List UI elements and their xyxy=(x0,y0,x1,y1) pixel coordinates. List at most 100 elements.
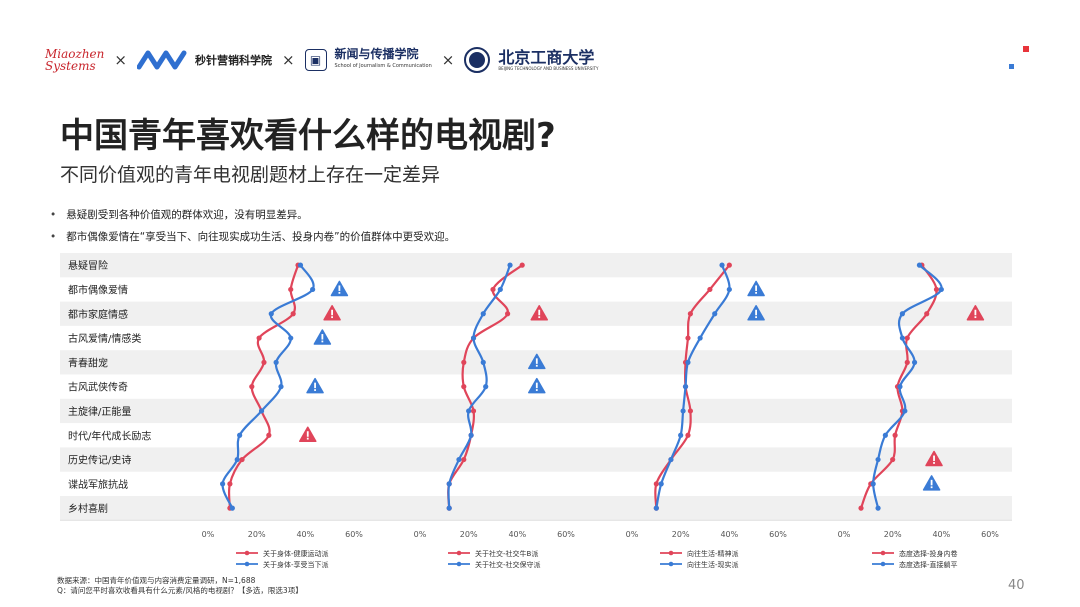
warning-icon-dot xyxy=(974,316,977,319)
row-band xyxy=(60,253,1012,278)
warning-icon-bar xyxy=(535,358,538,364)
data-point xyxy=(933,286,940,293)
category-label: 谍战军旅抗战 xyxy=(68,478,128,491)
x-tick-label: 20% xyxy=(460,530,478,539)
legend-marker xyxy=(244,550,250,556)
category-label: 都市偶像爱情 xyxy=(68,283,128,296)
miaozhen-logo-line2: Systems xyxy=(45,59,96,73)
data-point xyxy=(519,262,525,268)
data-point xyxy=(707,286,713,293)
legend-label: 关于社交-社交牛B派 xyxy=(475,549,538,558)
university-logo: 北京工商大学 BEIJING TECHNOLOGY AND BUSINESS U… xyxy=(498,47,599,71)
data-point xyxy=(911,359,918,365)
data-point xyxy=(875,505,881,511)
data-point xyxy=(468,432,474,438)
data-point xyxy=(687,408,694,414)
data-point xyxy=(858,505,864,511)
category-label: 都市家庭情感 xyxy=(68,308,128,321)
category-label: 古风武侠传奇 xyxy=(68,381,128,394)
data-point xyxy=(680,408,686,414)
warning-icon-bar xyxy=(755,285,757,291)
data-point xyxy=(268,311,274,317)
data-point xyxy=(239,456,245,463)
data-point xyxy=(220,481,226,487)
warning-icon-bar xyxy=(331,309,333,316)
warning-icon-dot xyxy=(321,340,324,343)
row-band xyxy=(60,496,1012,521)
x-tick-label: 40% xyxy=(932,530,950,539)
category-label: 乡村喜剧 xyxy=(68,502,108,515)
separator-x: × xyxy=(114,51,127,69)
data-point xyxy=(461,384,467,390)
data-point xyxy=(726,262,732,268)
legend-label: 关于身体-健康运动派 xyxy=(263,549,329,558)
warning-icon-dot xyxy=(338,291,341,294)
data-point xyxy=(882,432,888,438)
data-point xyxy=(875,456,881,463)
data-point xyxy=(904,335,910,341)
legend-label: 关于身体-享受当下派 xyxy=(263,560,329,569)
data-point xyxy=(904,359,910,365)
category-label: 主旋律/正能量 xyxy=(68,405,131,418)
category-label: 青春甜宠 xyxy=(68,356,108,369)
data-point xyxy=(288,286,294,293)
warning-icon-bar xyxy=(321,334,324,340)
x-tick-label: 40% xyxy=(296,530,314,539)
data-point xyxy=(507,262,513,268)
miaozhen-logo-line1: Miaozhen xyxy=(45,47,105,61)
data-point xyxy=(310,286,316,293)
data-point xyxy=(288,335,294,341)
x-tick-label: 20% xyxy=(672,530,690,539)
legend-label: 向往生活-现实派 xyxy=(687,560,739,569)
legend-marker xyxy=(456,561,462,567)
data-point xyxy=(461,456,467,463)
data-point xyxy=(470,335,477,341)
warning-icon-dot xyxy=(930,486,933,489)
x-tick-label: 20% xyxy=(884,530,902,539)
warning-icon-dot xyxy=(535,364,538,367)
data-point xyxy=(902,408,908,414)
data-point xyxy=(685,335,691,341)
university-subtitle: BEIJING TECHNOLOGY AND BUSINESS UNIVERSI… xyxy=(498,65,599,71)
warning-icon-bar xyxy=(535,382,538,389)
legend-marker xyxy=(668,550,674,556)
data-point xyxy=(653,481,659,487)
data-point xyxy=(653,505,659,511)
university-name: 北京工商大学 xyxy=(498,47,595,67)
data-point xyxy=(483,384,489,390)
data-point xyxy=(229,505,235,511)
legend-marker xyxy=(880,550,886,556)
warning-icon-dot xyxy=(306,437,309,440)
data-point xyxy=(456,456,462,463)
category-label: 古风爱情/情感类 xyxy=(68,332,141,345)
row-band xyxy=(60,447,1012,472)
data-point xyxy=(446,481,452,487)
data-point xyxy=(278,384,284,390)
data-point xyxy=(237,432,243,438)
x-tick-label: 40% xyxy=(508,530,526,539)
warning-icon-bar xyxy=(538,309,541,316)
miaozhen-wave-icon xyxy=(136,50,187,70)
data-point xyxy=(726,286,732,293)
data-point xyxy=(466,408,472,414)
warning-icon-dot xyxy=(755,316,757,319)
data-point xyxy=(897,384,903,390)
footnote-question: Q：请问您平时喜欢收看具有什么元素/风格的电视剧？【多选，限选3项】 xyxy=(57,586,303,595)
data-point xyxy=(892,432,898,438)
data-point xyxy=(461,359,467,365)
data-point xyxy=(249,384,255,390)
page-title: 中国青年喜欢看什么样的电视剧? xyxy=(60,116,556,156)
row-band xyxy=(60,398,1012,424)
data-point xyxy=(470,408,477,414)
school-name: 新闻与传播学院 xyxy=(334,47,419,61)
warning-icon-dot xyxy=(314,389,316,391)
data-point xyxy=(685,432,691,438)
x-tick-label: 0% xyxy=(838,530,851,539)
legend-label: 关于社交-社交保守派 xyxy=(475,560,541,569)
school-subtitle: School of Journalism & Communication xyxy=(334,63,432,69)
data-point xyxy=(497,286,503,293)
data-point xyxy=(938,286,944,293)
bullet-item: 都市偶像爱情在“享受当下、向往现实成功生活、投身内卷”的价值群体中更受欢迎。 xyxy=(50,226,455,248)
legend-label: 态度选择-投身内卷 xyxy=(899,549,958,558)
x-tick-label: 0% xyxy=(414,530,427,539)
